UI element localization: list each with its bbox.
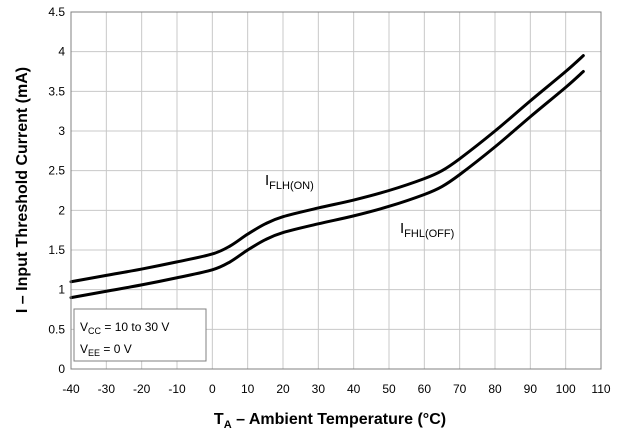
plot-frame: [70, 11, 602, 370]
series-label-flh-on: IFLH(ON): [265, 172, 314, 192]
x-tick-label: -10: [168, 382, 186, 396]
y-tick-label: 0.5: [48, 322, 65, 336]
y-tick-label: 1: [58, 283, 65, 297]
x-tick-label: 30: [312, 382, 326, 396]
x-tick-label: -20: [133, 382, 151, 396]
x-tick-label: 10: [241, 382, 255, 396]
y-tick-label: 4.5: [48, 5, 65, 19]
y-tick-label: 0: [58, 362, 65, 376]
y-tick-label: 1.5: [48, 243, 65, 257]
y-tick-label: 3.5: [48, 84, 65, 98]
x-tick-label: 0: [209, 382, 216, 396]
x-axis-title: TA – Ambient Temperature (°C): [214, 411, 446, 431]
y-tick-label: 4: [58, 45, 65, 59]
series-line-fhl-off: [69, 70, 585, 300]
x-tick-label: 60: [418, 382, 432, 396]
x-tick-label: 20: [276, 382, 290, 396]
x-tick-label: 80: [488, 382, 502, 396]
conditions-box: [73, 308, 207, 362]
series-label-fhl-off: IFHL(OFF): [400, 220, 454, 240]
condition-vee: VEE = 0 V: [80, 342, 132, 358]
x-tick-label: 40: [347, 382, 361, 396]
series-lines: [69, 54, 585, 300]
y-tick-label: 2.5: [48, 164, 65, 178]
x-tick-label: 110: [591, 382, 610, 396]
x-tick-label: -30: [98, 382, 116, 396]
x-tick-label: 90: [524, 382, 538, 396]
x-tick-label: 50: [382, 382, 396, 396]
y-tick-label: 3: [58, 124, 65, 138]
condition-vcc: VCC = 10 to 30 V: [80, 320, 169, 336]
y-tick-label: 2: [58, 203, 65, 217]
x-tick-label: -40: [62, 382, 80, 396]
axes: -40 -30 -20 -10 0 10 20 30 40 50 60 70 80 90 100 110 0 0.…: [48, 5, 611, 396]
y-axis-title: I – Input Threshold Current (mA): [14, 67, 31, 313]
series-line-flh-on: [69, 54, 585, 284]
x-tick-label: 70: [453, 382, 467, 396]
x-tick-label: 100: [556, 382, 576, 396]
